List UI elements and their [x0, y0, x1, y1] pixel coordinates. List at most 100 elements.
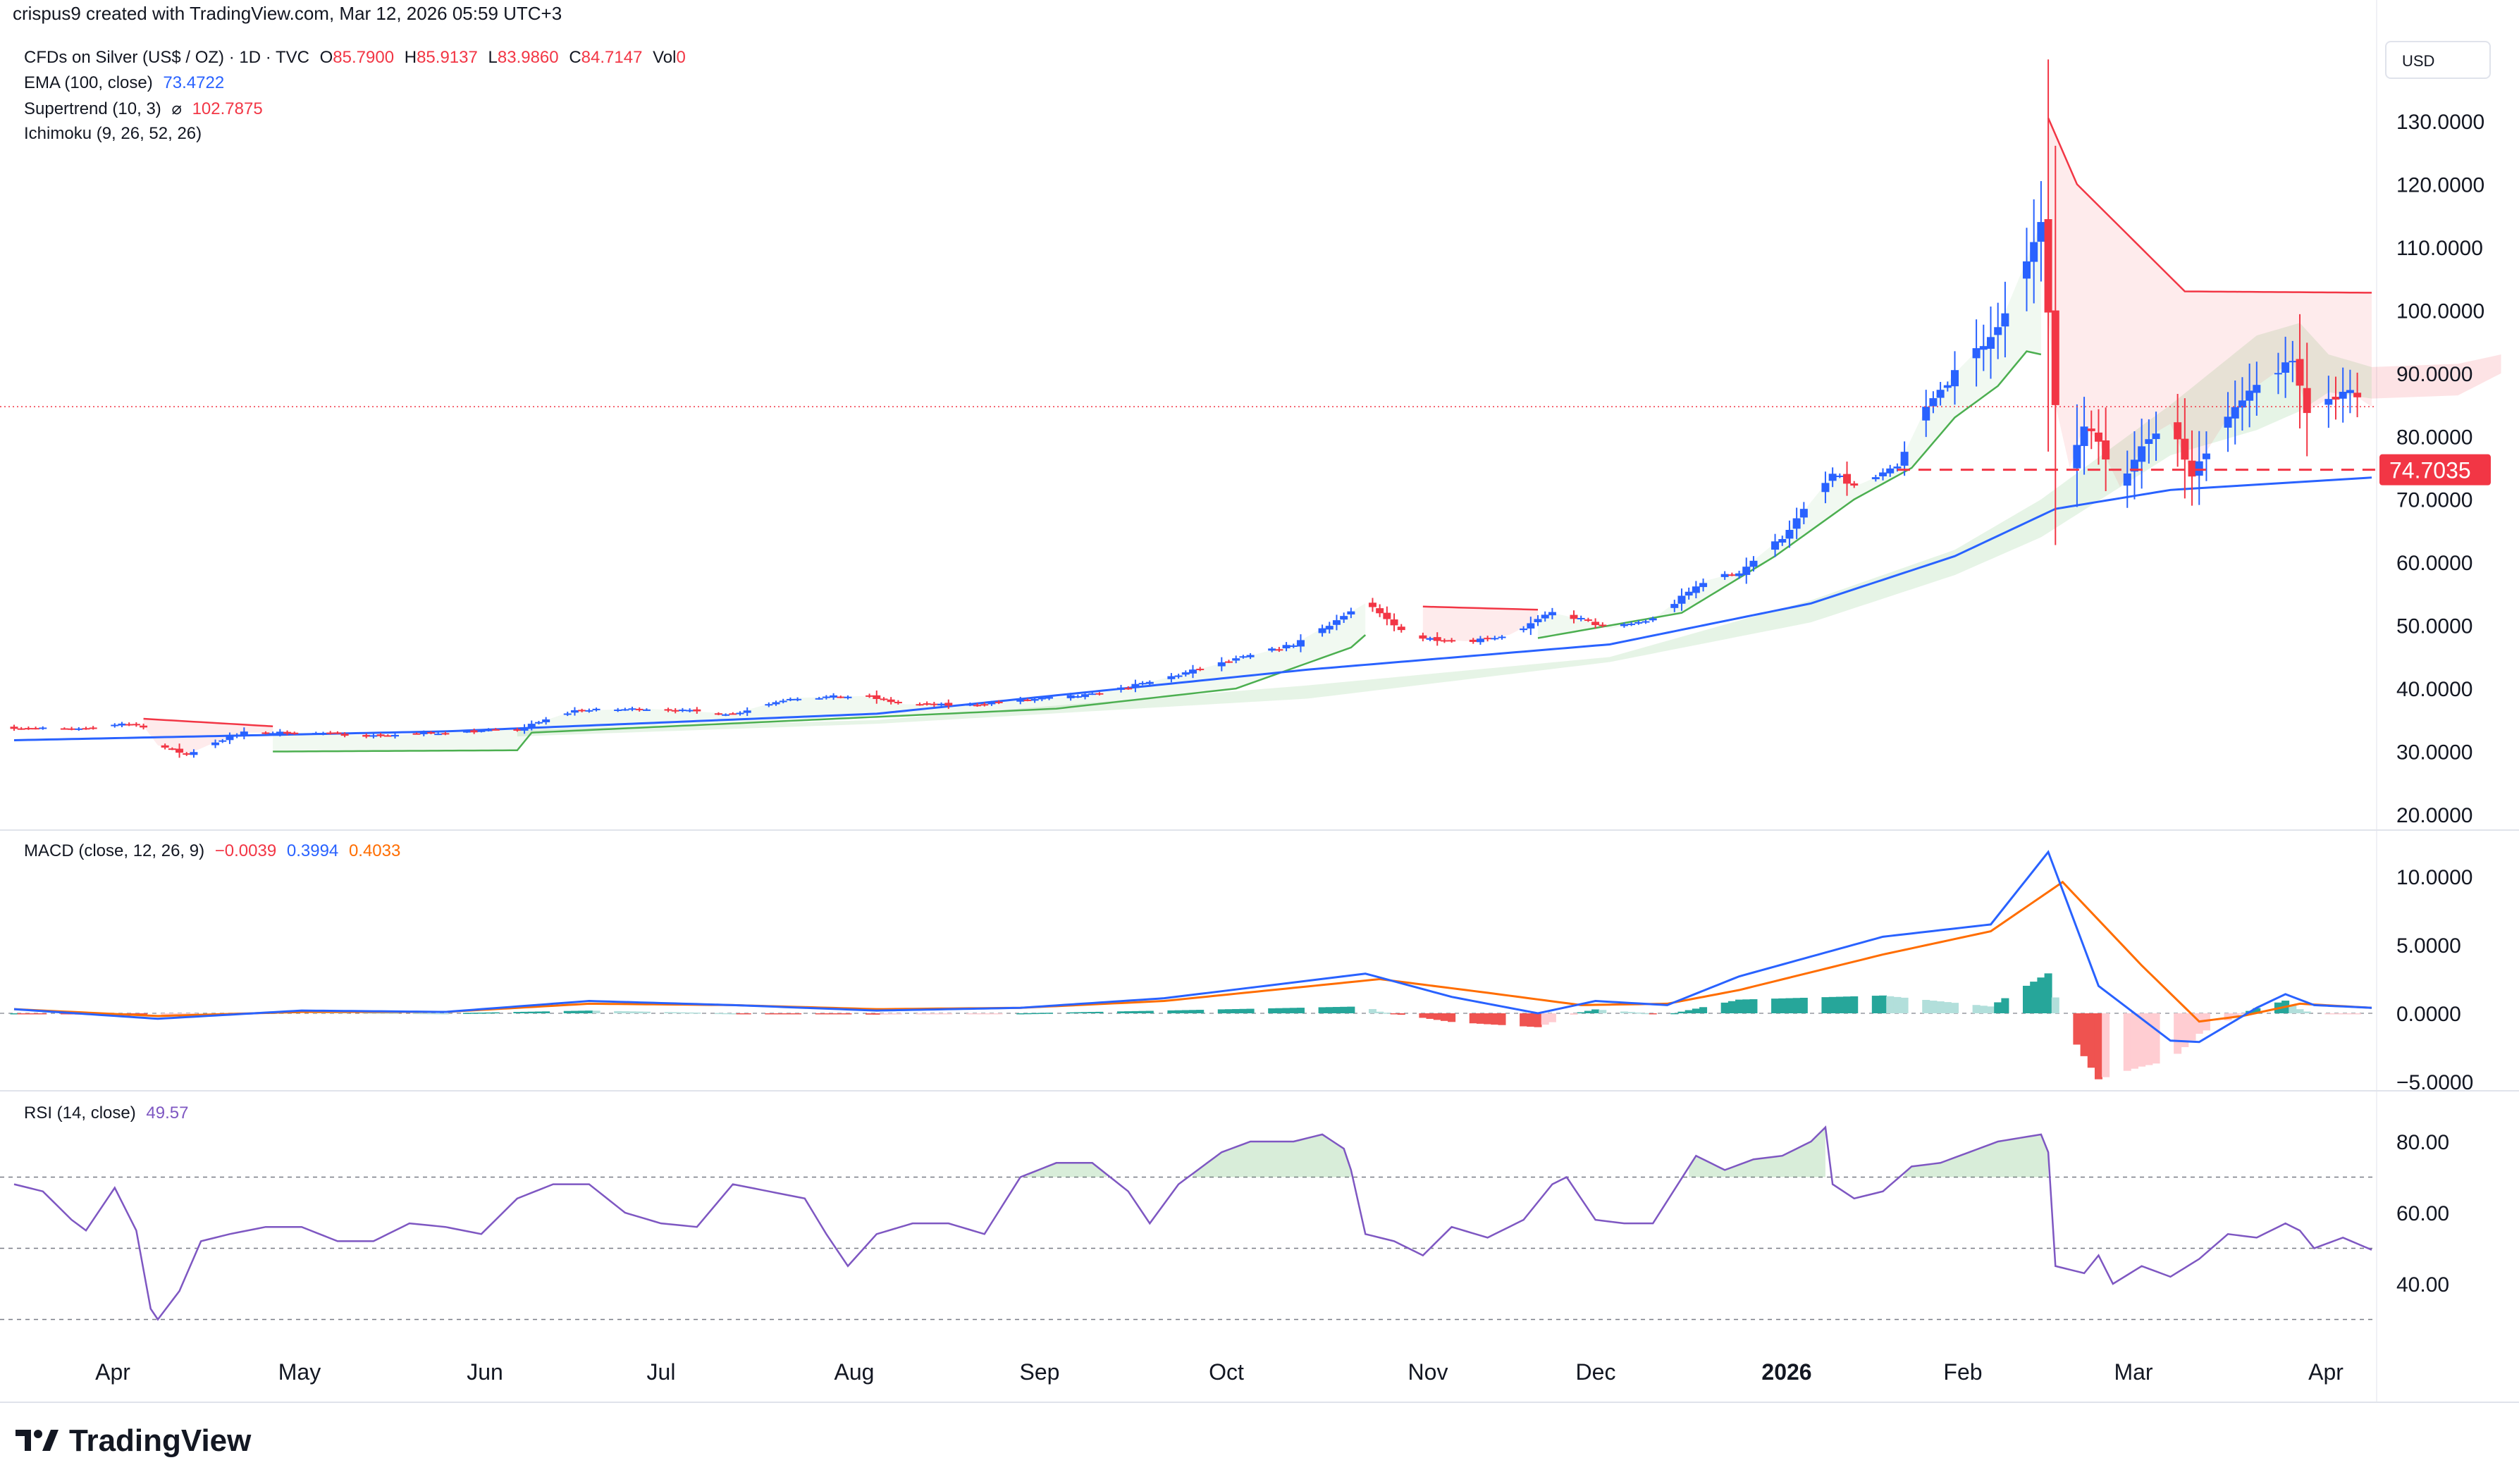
- legend-rsi-row[interactable]: RSI (14, close) 49.57: [24, 1103, 194, 1123]
- macd-signal-line: [13, 880, 2372, 1023]
- macd-histogram-bar: [1936, 1001, 1945, 1013]
- macd-histogram-bar: [2353, 1013, 2362, 1015]
- candle-body: [527, 724, 536, 728]
- macd-histogram-bar: [844, 1013, 852, 1015]
- candle-body: [1685, 591, 1693, 596]
- macd-histogram-bar: [1778, 998, 1787, 1013]
- candle-body: [2353, 392, 2362, 397]
- candle-body: [542, 719, 550, 722]
- macd-histogram-bar: [1649, 1013, 1657, 1015]
- legend-rsi-label: RSI (14, close): [24, 1103, 136, 1123]
- candle-body: [866, 695, 874, 697]
- time-tick-label: Jul: [647, 1359, 676, 1385]
- macd-histogram-bar: [60, 1013, 68, 1015]
- candle-body: [2281, 362, 2290, 373]
- macd-histogram-bar: [1419, 1013, 1427, 1018]
- macd-histogram-bar: [671, 1012, 679, 1013]
- candle-body: [1030, 698, 1039, 701]
- legend-open: 85.7900: [333, 48, 395, 67]
- macd-histogram-bar: [1332, 1007, 1341, 1013]
- legend-supertrend-row[interactable]: Supertrend (10, 3) ⌀ 102.7875: [24, 99, 269, 119]
- brand-footer[interactable]: TradingView: [16, 1423, 251, 1459]
- legend-macd-row[interactable]: MACD (close, 12, 26, 9) −0.0039 0.3994 0…: [24, 841, 406, 861]
- candle-body: [1843, 474, 1852, 484]
- ema-line: [13, 476, 2372, 741]
- ichimoku-cloud-bearish: [2372, 354, 2501, 399]
- candle-body: [1670, 604, 1679, 608]
- price-level-badge-label: 74.7035: [2389, 458, 2471, 483]
- candle-body: [1591, 622, 1600, 626]
- macd-histogram-bar: [2123, 1013, 2131, 1071]
- candle-body: [1677, 595, 1686, 604]
- candle-body: [161, 745, 169, 748]
- candle-body: [1037, 698, 1046, 700]
- supertrend-up-line-1: [273, 634, 1367, 753]
- macd-histogram-bar: [527, 1011, 536, 1013]
- candle-body: [190, 752, 198, 755]
- macd-histogram-bar: [1749, 999, 1758, 1013]
- candle-body: [17, 728, 25, 730]
- macd-histogram-bar: [2332, 1013, 2340, 1015]
- macd-histogram-bar: [714, 1013, 722, 1015]
- brand-name: TradingView: [69, 1423, 252, 1458]
- candle-body: [340, 734, 349, 736]
- macd-histogram-bar: [1469, 1013, 1477, 1024]
- candle-body: [412, 733, 421, 735]
- macd-histogram-bar: [2174, 1013, 2182, 1054]
- macd-histogram-bar: [1174, 1010, 1183, 1013]
- time-tick-label: May: [278, 1359, 321, 1385]
- macd-histogram-bar: [1037, 1013, 1046, 1014]
- candle-body: [1419, 635, 1427, 639]
- macd-histogram-bar: [1584, 1010, 1592, 1013]
- macd-histogram-bar: [592, 1010, 601, 1013]
- macd-histogram-bar: [880, 1013, 888, 1015]
- candle-body: [1189, 669, 1197, 674]
- macd-tick-label: 10.0000: [2396, 866, 2472, 889]
- candle-body: [383, 735, 392, 737]
- macd-histogram-bar: [987, 1013, 996, 1015]
- candle-body: [686, 710, 694, 712]
- candle-body: [880, 698, 888, 700]
- macd-histogram-bar: [2138, 1013, 2146, 1067]
- candle-body: [1296, 640, 1305, 647]
- candle-body: [1828, 474, 1837, 481]
- legend-macd-signal: 0.4033: [348, 841, 401, 860]
- candle-body: [183, 753, 191, 755]
- candle-body: [1275, 649, 1283, 651]
- macd-histogram-bar: [765, 1013, 773, 1015]
- candle-body: [923, 703, 931, 705]
- macd-histogram-bar: [1828, 996, 1837, 1013]
- macd-histogram-bar: [470, 1013, 479, 1014]
- candle-body: [125, 724, 133, 726]
- candle-body: [1850, 483, 1859, 486]
- macd-histogram-bar: [1426, 1013, 1434, 1019]
- candle-body: [2001, 313, 2009, 327]
- legend-high: 85.9137: [417, 48, 478, 67]
- candle-body: [894, 701, 902, 703]
- candle-body: [1045, 697, 1054, 699]
- candle-body: [376, 734, 385, 736]
- candle-body: [2073, 445, 2081, 469]
- legend-ema-row[interactable]: EMA (100, close) 73.4722: [24, 73, 230, 93]
- macd-histogram-bar: [1196, 1010, 1205, 1013]
- macd-histogram-bar: [2001, 998, 2009, 1013]
- legend-ichimoku-row[interactable]: Ichimoku (9, 26, 52, 26): [24, 124, 207, 144]
- candle-body: [1246, 655, 1255, 657]
- legend-close: 84.7147: [581, 48, 643, 67]
- macd-histogram-bar: [1893, 996, 1902, 1013]
- candle-body: [916, 704, 924, 706]
- macd-histogram-bar: [1340, 1006, 1348, 1013]
- candle-body: [722, 714, 730, 716]
- candle-body: [2152, 433, 2160, 440]
- candle-body: [1527, 623, 1535, 629]
- price-tick-label: 30.0000: [2396, 741, 2472, 765]
- macd-histogram-bar: [1541, 1013, 1549, 1025]
- candle-body: [1534, 619, 1542, 623]
- candle-body: [1117, 687, 1126, 691]
- candle-body: [2188, 460, 2196, 477]
- macd-histogram-bar: [743, 1013, 751, 1015]
- candle-body: [578, 710, 586, 712]
- currency-button[interactable]: USD: [2385, 41, 2491, 79]
- macd-histogram-bar: [2238, 1013, 2246, 1015]
